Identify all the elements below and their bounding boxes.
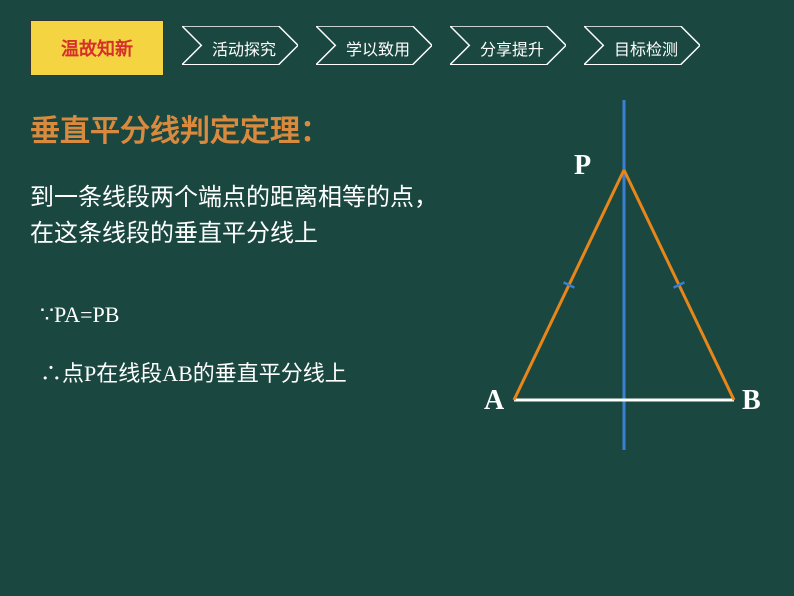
nav-tab-2[interactable]: 学以致用: [316, 26, 432, 70]
theorem-description: 到一条线段两个端点的距离相等的点，在这条线段的垂直平分线上: [30, 180, 460, 252]
nav-tab-4[interactable]: 目标检测: [584, 26, 700, 70]
diagram-label-p: P: [574, 150, 591, 182]
diagram-label-a: A: [484, 385, 504, 417]
diagram-svg: [474, 100, 774, 450]
nav-item-label: 分享提升: [480, 42, 544, 59]
nav-tab-3[interactable]: 分享提升: [450, 26, 566, 70]
nav-active-label: 温故知新: [61, 39, 133, 59]
geometry-diagram: P A B: [474, 100, 774, 450]
nav-item-label: 目标检测: [614, 42, 678, 59]
diagram-label-b: B: [742, 385, 761, 417]
nav-tab-1[interactable]: 活动探究: [182, 26, 298, 70]
nav-item-label: 活动探究: [212, 42, 276, 59]
nav-tab-active[interactable]: 温故知新: [30, 20, 164, 76]
nav-container: 温故知新 活动探究 学以致用 分享提升 目标检测: [0, 0, 794, 76]
nav-item-label: 学以致用: [346, 42, 410, 59]
